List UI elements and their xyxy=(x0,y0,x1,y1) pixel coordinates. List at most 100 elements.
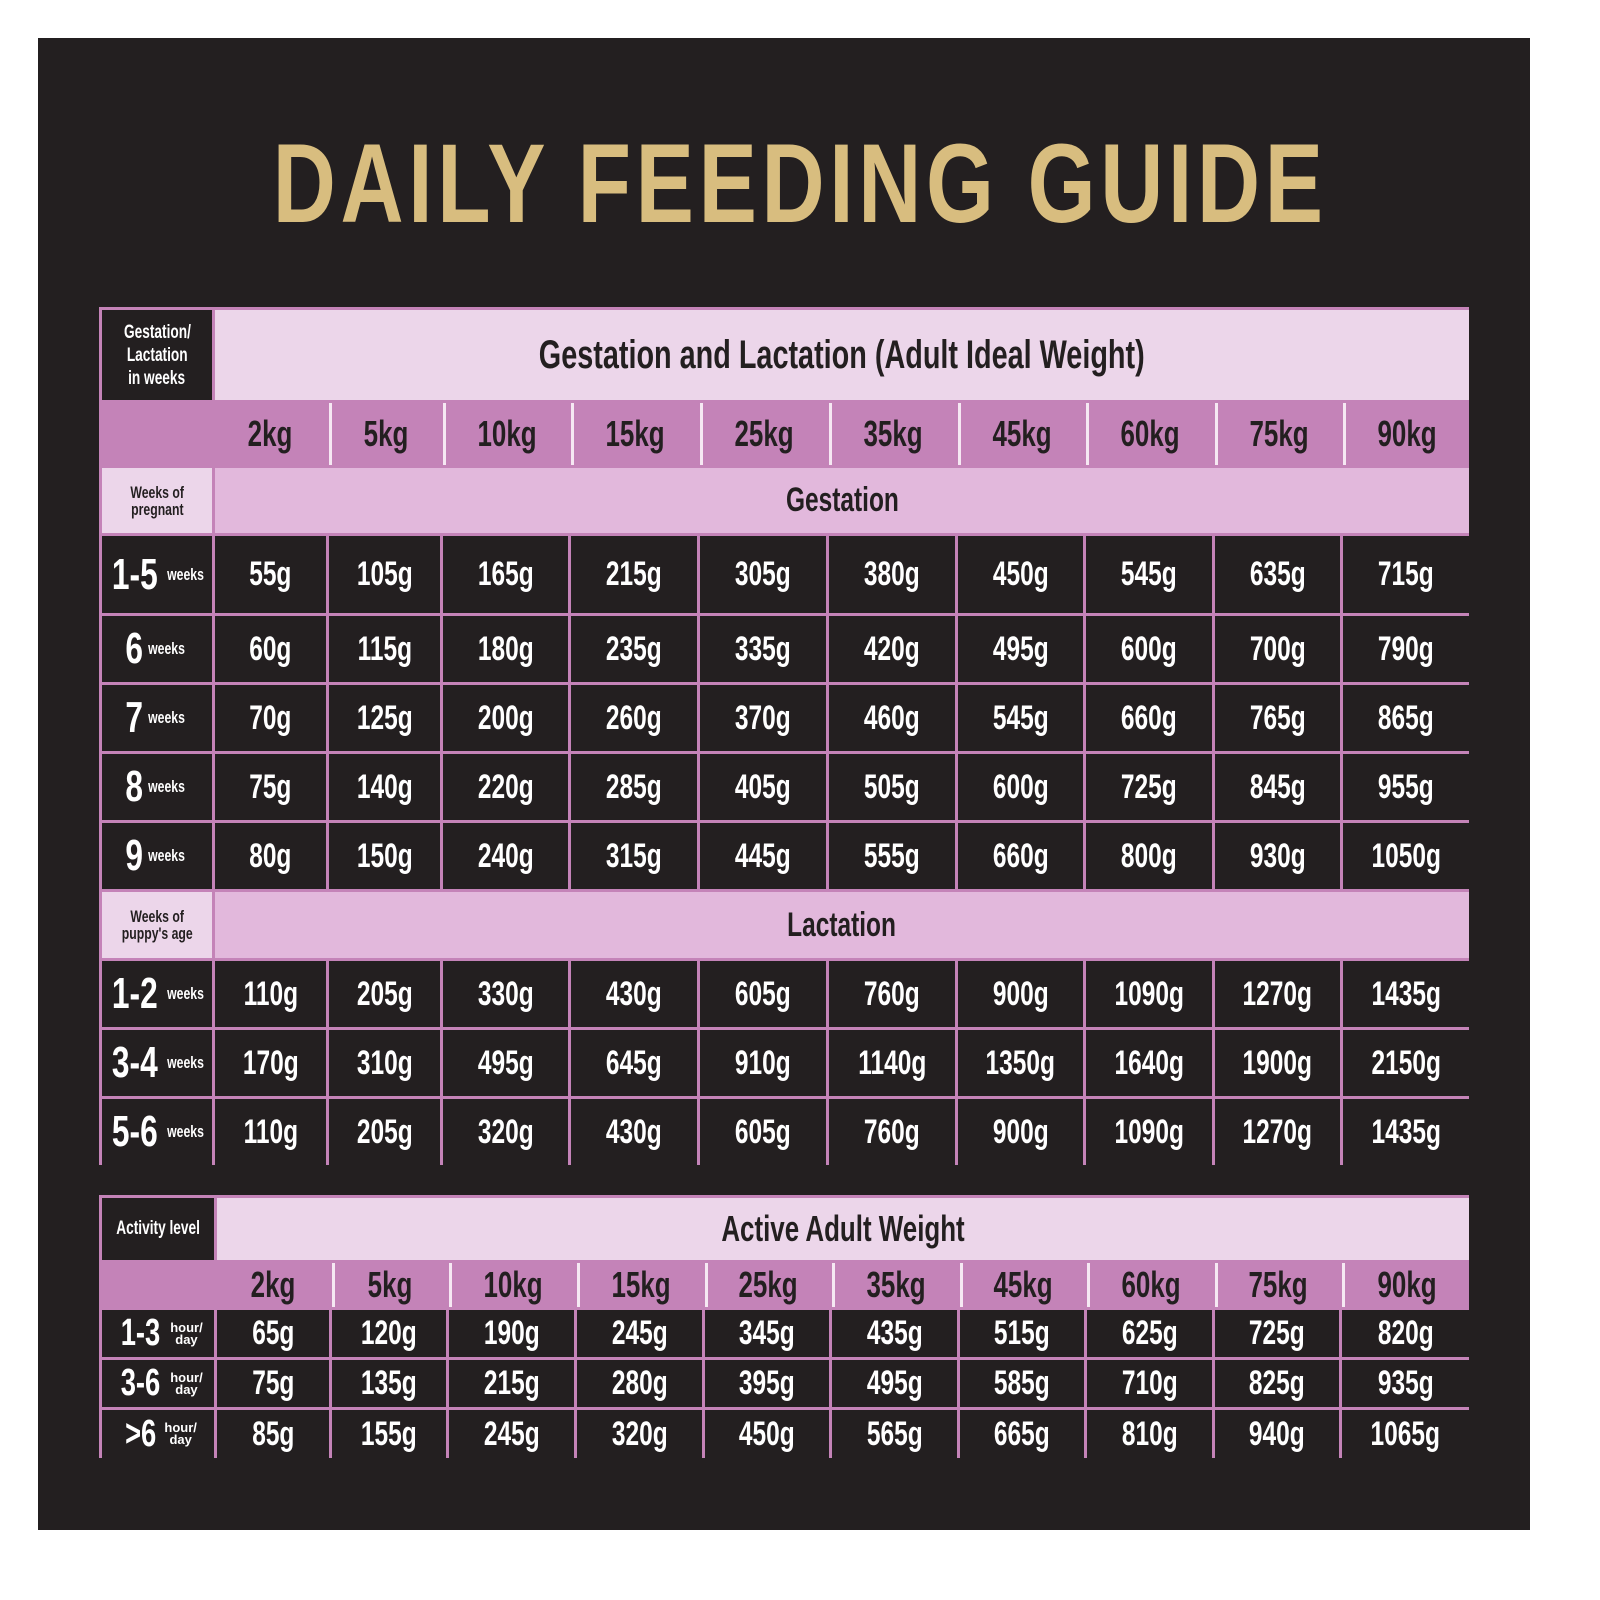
lactation-value-cell: 430g xyxy=(571,1099,697,1165)
lactation-value-cell: 1640g xyxy=(1086,1030,1212,1096)
lactation-value-cell-text: 430g xyxy=(606,974,662,1013)
gestation-value-cell: 495g xyxy=(958,616,1083,682)
lactation-value-cell-text: 170g xyxy=(242,1043,299,1082)
corner-label: Activity level xyxy=(102,1198,214,1260)
week-number: 3-4 xyxy=(111,1038,158,1087)
gestation-value-cell-text: 140g xyxy=(356,767,413,806)
lactation-value-cell-text: 310g xyxy=(356,1043,413,1082)
weight-header: 5kg xyxy=(332,1263,446,1307)
gestation-value-cell-text: 635g xyxy=(1249,555,1306,593)
activity-value-cell-text: 215g xyxy=(483,1364,540,1402)
gestation-value-cell: 460g xyxy=(829,685,955,751)
weight-header: 10kg xyxy=(449,1263,574,1307)
activity-value-cell-text: 935g xyxy=(1377,1364,1434,1402)
gestation-value-cell: 140g xyxy=(329,754,440,820)
activity-row-label: 1-3 hour/day xyxy=(102,1310,214,1357)
lactation-value-cell-text: 495g xyxy=(477,1043,534,1082)
gestation-value-cell: 765g xyxy=(1215,685,1340,751)
gestation-value-cell: 150g xyxy=(329,823,440,889)
gestation-value-cell: 700g xyxy=(1215,616,1340,682)
lactation-value-cell-text: 1900g xyxy=(1242,1043,1313,1082)
week-unit: weeks xyxy=(147,639,185,658)
gestation-value-cell-text: 600g xyxy=(1121,629,1177,668)
activity-value-cell: 940g xyxy=(1215,1410,1339,1458)
gestation-value-cell-text: 305g xyxy=(735,555,791,593)
lactation-value-cell-text: 1350g xyxy=(985,1043,1056,1082)
gestation-row-label: 1-5 weeks xyxy=(102,536,212,613)
hours-number: 3-6 xyxy=(120,1362,161,1404)
gestation-value-cell-text: 660g xyxy=(992,836,1049,875)
gestation-value-cell: 125g xyxy=(329,685,440,751)
activity-value-cell-text: 320g xyxy=(611,1414,668,1453)
activity-value-cell-text: 395g xyxy=(739,1364,795,1402)
hours-number: 1-3 xyxy=(120,1312,161,1354)
gestation-value-cell-text: 315g xyxy=(606,836,662,875)
lactation-value-cell: 900g xyxy=(958,961,1083,1027)
activity-value-cell: 820g xyxy=(1342,1310,1469,1357)
lactation-value-cell: 645g xyxy=(571,1030,697,1096)
weight-header: 35kg xyxy=(829,403,955,465)
table-title: Active Adult Weight xyxy=(217,1198,1469,1260)
gestation-value-cell-text: 370g xyxy=(735,698,791,737)
hours-number: >6 xyxy=(125,1412,157,1455)
weight-header-text: 2kg xyxy=(248,413,293,454)
gestation-value-cell-text: 505g xyxy=(864,767,920,806)
week-unit: weeks xyxy=(167,564,205,584)
lactation-value-cell-text: 910g xyxy=(735,1043,791,1082)
weight-header: 25kg xyxy=(705,1263,829,1307)
gestation-value-cell-text: 955g xyxy=(1378,767,1434,806)
activity-value-cell: 625g xyxy=(1087,1310,1212,1357)
lactation-value-cell-text: 1270g xyxy=(1242,974,1313,1013)
gestation-value-cell: 285g xyxy=(571,754,697,820)
gestation-lactation-table: Gestation/Lactation in weeks Gestation and… xyxy=(99,307,1469,1165)
activity-value-cell-text: 585g xyxy=(994,1364,1050,1402)
weight-header-text: 60kg xyxy=(1120,413,1181,454)
gestation-value-cell-text: 660g xyxy=(1121,698,1177,737)
activity-value-cell: 190g xyxy=(449,1310,574,1357)
gestation-value-cell: 800g xyxy=(1086,823,1212,889)
gestation-value-cell-text: 460g xyxy=(864,698,920,737)
weight-header-text: 75kg xyxy=(1249,413,1309,454)
gestation-value-cell: 600g xyxy=(1086,616,1212,682)
gestation-value-cell-text: 285g xyxy=(606,767,662,806)
activity-value-cell: 825g xyxy=(1215,1360,1339,1407)
gestation-value-cell-text: 405g xyxy=(735,767,791,806)
weight-header-text: 35kg xyxy=(866,1264,926,1305)
activity-value-cell-text: 940g xyxy=(1249,1414,1305,1453)
lactation-value-cell-text: 1140g xyxy=(857,1043,927,1082)
lactation-value-cell: 320g xyxy=(443,1099,568,1165)
activity-value-cell: 215g xyxy=(449,1360,574,1407)
weight-header: 75kg xyxy=(1215,1263,1339,1307)
activity-value-cell: 565g xyxy=(832,1410,957,1458)
activity-value-cell-text: 245g xyxy=(611,1314,668,1352)
label-line: Lactation xyxy=(126,344,188,366)
lactation-row-label: 3-4 weeks xyxy=(102,1030,212,1096)
activity-value-cell: 155g xyxy=(332,1410,446,1458)
gestation-value-cell-text: 545g xyxy=(992,698,1049,737)
week-unit: weeks xyxy=(147,846,185,865)
activity-value-cell-text: 665g xyxy=(994,1414,1050,1453)
gestation-value-cell: 220g xyxy=(443,754,568,820)
weight-header: 45kg xyxy=(958,403,1083,465)
activity-value-cell-text: 625g xyxy=(1121,1314,1178,1352)
gestation-value-cell: 660g xyxy=(958,823,1083,889)
activity-value-cell-text: 450g xyxy=(739,1414,795,1453)
weight-header-text: 45kg xyxy=(993,1264,1054,1305)
activity-value-cell: 710g xyxy=(1087,1360,1212,1407)
week-unit: weeks xyxy=(167,1053,205,1072)
gestation-value-cell: 235g xyxy=(571,616,697,682)
activity-value-cell: 725g xyxy=(1215,1310,1339,1357)
activity-value-cell: 435g xyxy=(832,1310,957,1357)
gestation-value-cell: 635g xyxy=(1215,536,1340,613)
activity-value-cell-text: 825g xyxy=(1249,1364,1305,1402)
activity-value-cell-text: 85g xyxy=(251,1414,295,1453)
lactation-value-cell: 170g xyxy=(215,1030,326,1096)
lactation-value-cell-text: 760g xyxy=(864,974,920,1013)
weight-header: 2kg xyxy=(217,1263,329,1307)
unit-line: day xyxy=(175,1381,198,1397)
gestation-row-label: 9 weeks xyxy=(102,823,212,889)
activity-value-cell: 515g xyxy=(960,1310,1084,1357)
lactation-value-cell: 605g xyxy=(700,961,826,1027)
activity-value-cell: 120g xyxy=(332,1310,446,1357)
lactation-value-cell: 760g xyxy=(829,1099,955,1165)
